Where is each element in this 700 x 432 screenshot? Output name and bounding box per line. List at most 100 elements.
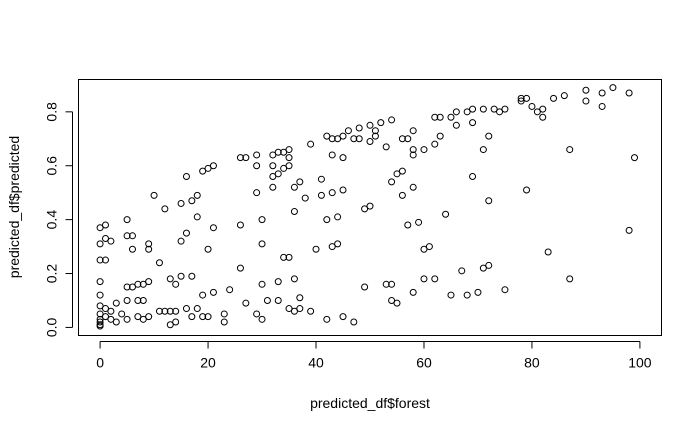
x-axis: 0 20 40 60 80 100 xyxy=(96,341,652,371)
data-point xyxy=(101,221,109,229)
data-point xyxy=(366,137,374,145)
data-point xyxy=(442,210,450,218)
data-point xyxy=(209,224,217,232)
data-point xyxy=(296,305,304,313)
data-point xyxy=(560,92,568,100)
data-point xyxy=(469,105,477,113)
data-point xyxy=(96,240,104,248)
data-point xyxy=(388,280,396,288)
data-point xyxy=(339,132,347,140)
data-point xyxy=(285,154,293,162)
data-point xyxy=(263,296,271,304)
data-point xyxy=(436,132,444,140)
data-point xyxy=(517,97,525,105)
data-point xyxy=(452,108,460,116)
data-point xyxy=(523,94,531,102)
data-point xyxy=(258,216,266,224)
data-point xyxy=(128,283,136,291)
y-tick-label: 0.0 xyxy=(44,317,60,337)
data-point xyxy=(501,286,509,294)
data-point xyxy=(409,146,417,154)
data-point xyxy=(101,313,109,321)
y-tick-label: 0.8 xyxy=(44,102,60,122)
data-point xyxy=(274,296,282,304)
data-point xyxy=(317,191,325,199)
data-point xyxy=(415,218,423,226)
data-point xyxy=(328,243,336,251)
data-point xyxy=(334,240,342,248)
data-point xyxy=(398,135,406,143)
data-point xyxy=(166,307,174,315)
data-point xyxy=(452,121,460,129)
data-point xyxy=(236,154,244,162)
data-point xyxy=(134,313,142,321)
data-point xyxy=(366,202,374,210)
data-point xyxy=(409,151,417,159)
data-point xyxy=(382,280,390,288)
data-point xyxy=(209,162,217,170)
data-point xyxy=(258,240,266,248)
data-point xyxy=(371,132,379,140)
data-point xyxy=(96,315,104,323)
data-point xyxy=(112,299,120,307)
data-point xyxy=(479,146,487,154)
data-point xyxy=(155,307,163,315)
data-point xyxy=(155,259,163,267)
data-point xyxy=(182,229,190,237)
data-point xyxy=(523,186,531,194)
data-point xyxy=(398,191,406,199)
data-point xyxy=(128,245,136,253)
data-point xyxy=(96,291,104,299)
data-point xyxy=(582,97,590,105)
data-point xyxy=(101,256,109,264)
data-point xyxy=(388,178,396,186)
data-point xyxy=(145,278,153,286)
data-point xyxy=(625,89,633,97)
data-point xyxy=(96,310,104,318)
data-point xyxy=(236,264,244,272)
data-point xyxy=(528,102,536,110)
data-point xyxy=(398,167,406,175)
data-point xyxy=(404,135,412,143)
data-point xyxy=(479,105,487,113)
data-points xyxy=(96,84,639,330)
data-point xyxy=(145,313,153,321)
data-point xyxy=(204,313,212,321)
data-point xyxy=(361,283,369,291)
data-point xyxy=(274,148,282,156)
data-point xyxy=(409,288,417,296)
y-tick-label: 0.4 xyxy=(44,210,60,230)
data-point xyxy=(355,135,363,143)
data-point xyxy=(496,108,504,116)
data-point xyxy=(188,272,196,280)
data-point xyxy=(285,162,293,170)
data-point xyxy=(307,307,315,315)
x-tick-label: 20 xyxy=(200,355,216,371)
x-tick-label: 80 xyxy=(524,355,540,371)
data-point xyxy=(393,170,401,178)
data-point xyxy=(517,94,525,102)
data-point xyxy=(388,116,396,124)
data-point xyxy=(317,175,325,183)
data-point xyxy=(382,143,390,151)
data-point xyxy=(431,113,439,121)
data-point xyxy=(323,132,331,140)
data-point xyxy=(269,183,277,191)
data-point xyxy=(193,191,201,199)
data-point xyxy=(101,305,109,313)
data-point xyxy=(474,288,482,296)
data-point xyxy=(290,208,298,216)
data-point xyxy=(253,189,261,197)
data-point xyxy=(166,321,174,329)
data-point xyxy=(96,318,104,326)
data-point xyxy=(134,296,142,304)
data-point xyxy=(150,191,158,199)
data-point xyxy=(323,216,331,224)
data-point xyxy=(177,237,185,245)
data-point xyxy=(296,178,304,186)
data-point xyxy=(631,154,639,162)
data-point xyxy=(123,296,131,304)
data-point xyxy=(301,194,309,202)
data-point xyxy=(339,186,347,194)
